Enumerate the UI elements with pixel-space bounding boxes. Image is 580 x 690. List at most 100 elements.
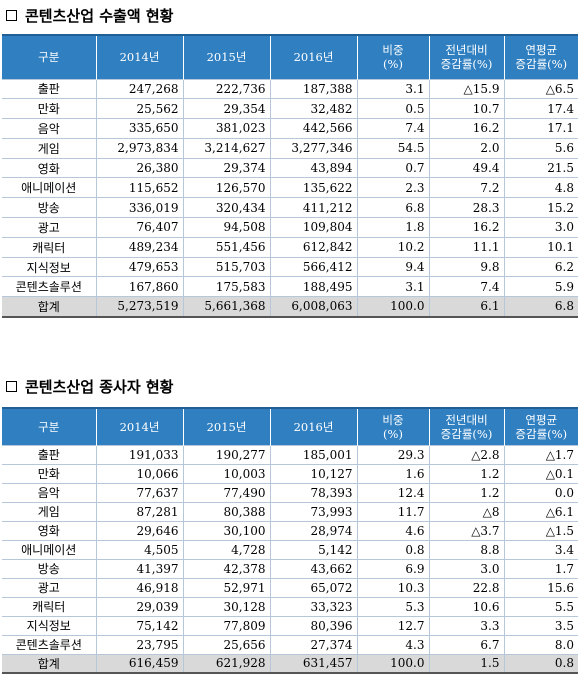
column-header: 전년대비 증감률(%) (428, 35, 504, 79)
row-category: 애니메이션 (2, 177, 96, 198)
row-category: 합계 (2, 296, 96, 318)
table-cell: 29,039 (95, 596, 183, 616)
table-cell: 2,973,834 (95, 137, 183, 159)
table-cell: 3.3 (428, 615, 504, 635)
table-cell: 23,795 (95, 634, 183, 654)
table-cell: 52,971 (182, 577, 270, 597)
column-header: 2016년 (269, 408, 357, 445)
table-row: 캐릭터 489,234 551,456 612,842 10.2 11.1 10.1 (2, 236, 578, 258)
table-cell: 489,234 (95, 236, 183, 258)
table-cell: 10.1 (503, 236, 578, 258)
row-category: 애니메이션 (2, 539, 96, 559)
column-header-line: 비중 (382, 43, 404, 58)
table-cell: 17.4 (503, 98, 578, 119)
table-cell: 1.8 (356, 217, 429, 238)
table-cell: 6.2 (503, 256, 578, 277)
table-cell: 631,457 (269, 653, 357, 674)
table-cell: △6.1 (503, 501, 578, 521)
table-cell: 77,809 (182, 615, 270, 635)
column-header-line: 전년대비 (445, 43, 488, 58)
table-cell: 28,974 (269, 520, 357, 540)
table-cell: 100.0 (356, 296, 429, 318)
row-category: 콘텐츠솔루션 (2, 634, 96, 654)
table-cell: 32,482 (269, 98, 357, 119)
row-category: 광고 (2, 577, 96, 597)
table-cell: 1.7 (503, 558, 578, 578)
table-cell: 2.0 (428, 137, 504, 159)
table-cell: 0.8 (503, 653, 578, 674)
table-cell: 30,128 (182, 596, 270, 616)
table-row: 애니메이션 4,505 4,728 5,142 0.8 8.8 3.4 (2, 539, 578, 559)
table-cell: 566,412 (269, 256, 357, 277)
row-category: 방송 (2, 197, 96, 218)
table-cell: △2.8 (428, 444, 504, 464)
table-cell: 5.3 (356, 596, 429, 616)
table-row: 게임 87,281 80,388 73,993 11.7 △8 △6.1 (2, 501, 578, 521)
table-cell: 21.5 (503, 157, 578, 178)
column-header-line: (%) (383, 426, 403, 441)
table-row: 음악 335,650 381,023 442,566 7.4 16.2 17.1 (2, 118, 578, 139)
row-category: 광고 (2, 217, 96, 238)
table-row: 광고 46,918 52,971 65,072 10.3 22.8 15.6 (2, 577, 578, 597)
row-category: 만화 (2, 463, 96, 483)
row-category: 출판 (2, 78, 96, 99)
table-cell: △1.7 (503, 444, 578, 464)
table-cell: 115,652 (95, 177, 183, 198)
table-cell: 75,142 (95, 615, 183, 635)
table-cell: 3.1 (356, 276, 429, 297)
column-header-line: 전년대비 (445, 412, 488, 427)
table-cell: 336,019 (95, 197, 183, 218)
table-cell: 188,495 (269, 276, 357, 297)
table-cell: 49.4 (428, 157, 504, 178)
table-cell: 43,894 (269, 157, 357, 178)
column-header: 구분 (2, 408, 96, 445)
table-cell: 78,393 (269, 482, 357, 502)
column-header: 연평균 증감률(%) (503, 408, 578, 445)
table-cell: 3.5 (503, 615, 578, 635)
table-cell: 247,268 (95, 78, 183, 99)
row-category: 지식정보 (2, 256, 96, 277)
table-row: 만화 10,066 10,003 10,127 1.6 1.2 △0.1 (2, 463, 578, 483)
table-cell: 65,072 (269, 577, 357, 597)
row-category: 음악 (2, 118, 96, 139)
table-cell: 5.9 (503, 276, 578, 297)
table-cell: 612,842 (269, 236, 357, 258)
table-cell: 25,656 (182, 634, 270, 654)
table-cell: 7.4 (428, 276, 504, 297)
table-row: 애니메이션 115,652 126,570 135,622 2.3 7.2 4.8 (2, 177, 578, 198)
column-header: 연평균 증감률(%) (503, 35, 578, 79)
row-category: 방송 (2, 558, 96, 578)
table-cell: △6.5 (503, 78, 578, 99)
column-header-line: (%) (383, 57, 403, 72)
table-row: 콘텐츠솔루션 167,860 175,583 188,495 3.1 7.4 5.9 (2, 276, 578, 297)
table-cell: 94,508 (182, 217, 270, 238)
table-cell: 7.2 (428, 177, 504, 198)
employment-title: 콘텐츠산업 종사자 현황 (25, 377, 174, 396)
row-category: 영화 (2, 157, 96, 178)
table-cell: 5,142 (269, 539, 357, 559)
table-cell: 80,396 (269, 615, 357, 635)
table-cell: 3.0 (428, 558, 504, 578)
export-section-heading: 콘텐츠산업 수출액 현황 (6, 4, 173, 26)
table-cell: 10,127 (269, 463, 357, 483)
table-row: 영화 29,646 30,100 28,974 4.6 △3.7 △1.5 (2, 520, 578, 540)
table-row: 음악 77,637 77,490 78,393 12.4 1.2 0.0 (2, 482, 578, 502)
table-cell: 5.6 (503, 137, 578, 159)
table-cell: 135,622 (269, 177, 357, 198)
table-cell: 2.3 (356, 177, 429, 198)
table-cell: 33,323 (269, 596, 357, 616)
table-cell: 335,650 (95, 118, 183, 139)
table-cell: 87,281 (95, 501, 183, 521)
column-header: 비중 (%) (356, 35, 429, 79)
column-header: 2014년 (95, 35, 183, 79)
employment-section-heading: 콘텐츠산업 종사자 현황 (6, 375, 173, 397)
table-cell: 4.6 (356, 520, 429, 540)
table-cell: 4.3 (356, 634, 429, 654)
row-category: 출판 (2, 444, 96, 464)
table-cell: 3,214,627 (182, 137, 270, 159)
table-cell: 381,023 (182, 118, 270, 139)
table-cell: 25,562 (95, 98, 183, 119)
table-cell: 76,407 (95, 217, 183, 238)
table-cell: 5,273,519 (95, 296, 183, 318)
table-cell: 8.8 (428, 539, 504, 559)
